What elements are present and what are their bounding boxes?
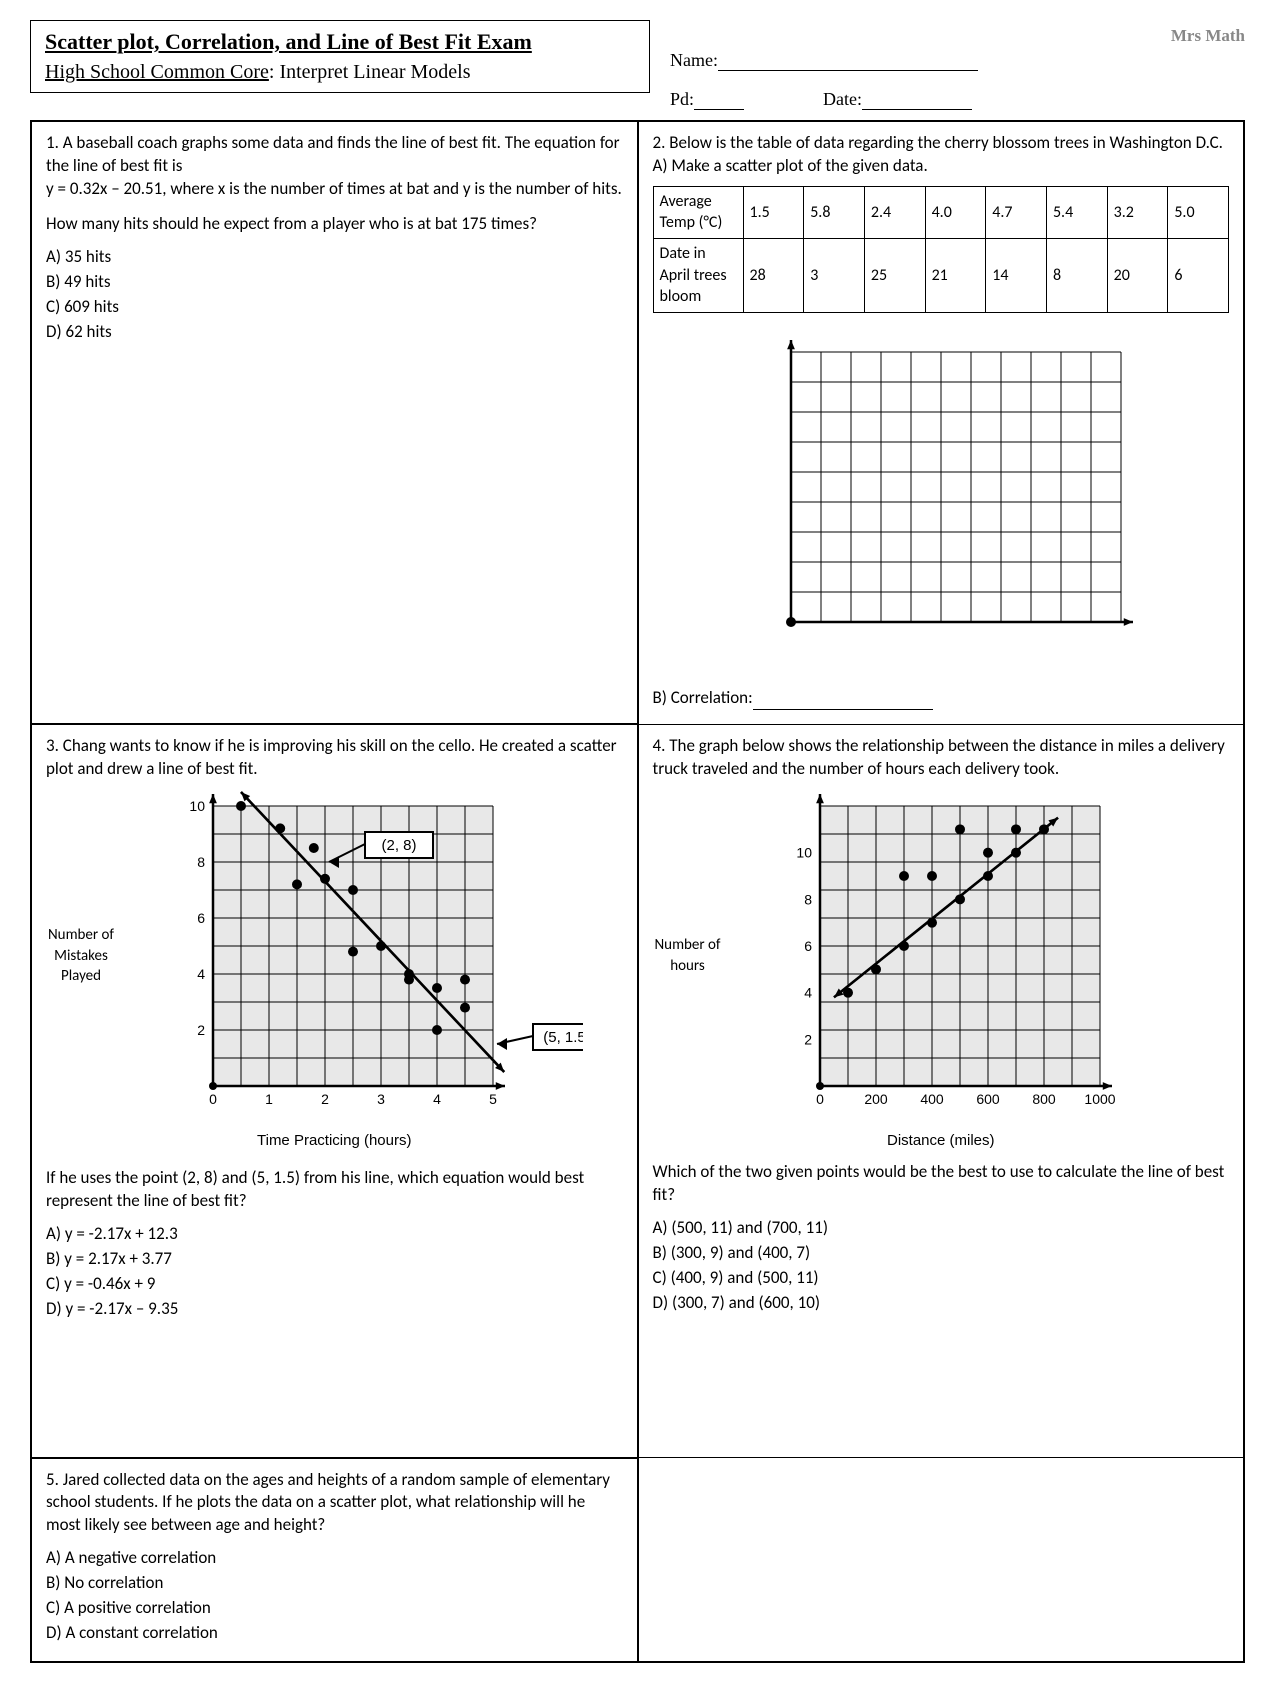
svg-text:(5, 1.5): (5, 1.5) — [543, 1029, 583, 1046]
q2-partb-label: B) Correlation: — [653, 687, 753, 708]
q3-text: 3. Chang wants to know if he is improvin… — [46, 735, 623, 781]
q2-blank-grid[interactable] — [771, 337, 1171, 647]
q1-text1: 1. A baseball coach graphs some data and… — [46, 132, 623, 178]
date-label: Date: — [823, 89, 862, 109]
q3-opt-d[interactable]: D) y = -2.17x – 9.35 — [46, 1298, 623, 1321]
q1-options: A) 35 hits B) 49 hits C) 609 hits D) 62 … — [46, 246, 623, 344]
q2-correlation-blank[interactable] — [753, 696, 933, 710]
q4-ylabel: Number of hours — [653, 935, 723, 976]
header: Scatter plot, Correlation, and Line of B… — [30, 20, 1245, 110]
q4-chart: Number of hours 2 4 6 8 10 0 200 400 600 800 1000 — [653, 791, 1230, 1121]
q1-opt-c[interactable]: C) 609 hits — [46, 296, 623, 319]
q3-chart: Number of Mistakes Played 2 4 6 8 10 0 1 2 3 4 5 (2… — [46, 791, 623, 1121]
date-blank[interactable] — [862, 96, 972, 110]
name-label: Name: — [670, 50, 718, 70]
q4-opt-b[interactable]: B) (300, 9) and (400, 7) — [653, 1242, 1230, 1265]
svg-text:8: 8 — [197, 854, 205, 870]
q3-ylabel: Number of Mistakes Played — [46, 925, 116, 986]
svg-text:2: 2 — [804, 1031, 812, 1047]
q4-text: 4. The graph below shows the relationshi… — [653, 735, 1230, 781]
svg-text:5: 5 — [489, 1091, 497, 1107]
question-3: 3. Chang wants to know if he is improvin… — [31, 724, 638, 1458]
q4-options: A) (500, 11) and (700, 11) B) (300, 9) a… — [653, 1217, 1230, 1315]
exam-title: Scatter plot, Correlation, and Line of B… — [45, 29, 635, 55]
empty-cell — [638, 1458, 1245, 1663]
pd-label: Pd: — [670, 89, 694, 109]
q3-opt-c[interactable]: C) y = -0.46x + 9 — [46, 1273, 623, 1296]
q1-text3: How many hits should he expect from a pl… — [46, 213, 623, 236]
question-1: 1. A baseball coach graphs some data and… — [31, 121, 638, 724]
q4-xlabel: Distance (miles) — [653, 1131, 1230, 1151]
q4-opt-c[interactable]: C) (400, 9) and (500, 11) — [653, 1267, 1230, 1290]
q4-text-after: Which of the two given points would be t… — [653, 1161, 1230, 1207]
q3-scatter-plot: 2 4 6 8 10 0 1 2 3 4 5 (2, 8) (5, 1.5) — [163, 791, 583, 1121]
q5-text: 5. Jared collected data on the ages and … — [46, 1469, 623, 1538]
svg-text:8: 8 — [804, 891, 812, 907]
svg-text:2: 2 — [321, 1091, 329, 1107]
name-line: Name: — [670, 50, 1245, 71]
q1-opt-d[interactable]: D) 62 hits — [46, 321, 623, 344]
brand-label: Mrs Math — [670, 26, 1245, 46]
worksheet-grid: 1. A baseball coach graphs some data and… — [30, 120, 1245, 1663]
question-5: 5. Jared collected data on the ages and … — [31, 1458, 638, 1663]
q2-text: 2. Below is the table of data regarding … — [653, 132, 1230, 178]
table-row: Date in April trees bloom 283 2521 148 2… — [653, 239, 1229, 313]
q1-opt-a[interactable]: A) 35 hits — [46, 246, 623, 269]
q2-data-table: Average Temp (°C) 1.55.8 2.44.0 4.75.4 3… — [653, 186, 1230, 313]
title-box: Scatter plot, Correlation, and Line of B… — [30, 20, 650, 93]
subtitle-underlined: High School Common Core — [45, 61, 269, 83]
svg-text:4: 4 — [433, 1091, 441, 1107]
name-block: Mrs Math Name: Pd: Date: — [670, 20, 1245, 110]
svg-text:4: 4 — [197, 966, 205, 982]
svg-text:6: 6 — [197, 910, 205, 926]
svg-text:600: 600 — [976, 1091, 1000, 1107]
table-row: Average Temp (°C) 1.55.8 2.44.0 4.75.4 3… — [653, 186, 1229, 238]
svg-text:0: 0 — [816, 1091, 824, 1107]
svg-text:1000: 1000 — [1084, 1091, 1115, 1107]
q3-opt-a[interactable]: A) y = -2.17x + 12.3 — [46, 1223, 623, 1246]
q2-partb: B) Correlation: — [653, 687, 1230, 710]
svg-text:200: 200 — [864, 1091, 888, 1107]
pd-date-line: Pd: Date: — [670, 89, 1245, 110]
q5-opt-c[interactable]: C) A positive correlation — [46, 1597, 623, 1620]
q5-opt-b[interactable]: B) No correlation — [46, 1572, 623, 1595]
q4-opt-a[interactable]: A) (500, 11) and (700, 11) — [653, 1217, 1230, 1240]
q5-options: A) A negative correlation B) No correlat… — [46, 1547, 623, 1645]
q5-opt-d[interactable]: D) A constant correlation — [46, 1622, 623, 1645]
q3-opt-b[interactable]: B) y = 2.17x + 3.77 — [46, 1248, 623, 1271]
exam-subtitle: High School Common Core: Interpret Linea… — [45, 61, 635, 84]
svg-text:800: 800 — [1032, 1091, 1056, 1107]
q1-opt-b[interactable]: B) 49 hits — [46, 271, 623, 294]
svg-text:3: 3 — [377, 1091, 385, 1107]
q2-blank-grid-wrap — [713, 337, 1230, 647]
name-blank[interactable] — [718, 57, 978, 71]
q2-row1-label: Average Temp (°C) — [653, 186, 743, 238]
subtitle-rest: : Interpret Linear Models — [269, 61, 471, 83]
question-4: 4. The graph below shows the relationshi… — [638, 724, 1245, 1458]
svg-text:400: 400 — [920, 1091, 944, 1107]
q3-text-after: If he uses the point (2, 8) and (5, 1.5)… — [46, 1167, 623, 1213]
q4-opt-d[interactable]: D) (300, 7) and (600, 10) — [653, 1292, 1230, 1315]
svg-text:10: 10 — [796, 844, 812, 860]
svg-text:0: 0 — [209, 1091, 217, 1107]
q1-text2: y = 0.32x – 20.51, where x is the number… — [46, 178, 623, 201]
pd-blank[interactable] — [694, 96, 744, 110]
question-2: 2. Below is the table of data regarding … — [638, 121, 1245, 724]
svg-text:1: 1 — [265, 1091, 273, 1107]
q2-row2-label: Date in April trees bloom — [653, 239, 743, 313]
q5-opt-a[interactable]: A) A negative correlation — [46, 1547, 623, 1570]
svg-text:(2, 8): (2, 8) — [382, 837, 417, 854]
svg-text:2: 2 — [197, 1022, 205, 1038]
svg-text:4: 4 — [804, 984, 812, 1000]
svg-text:6: 6 — [804, 938, 812, 954]
q4-scatter-plot: 2 4 6 8 10 0 200 400 600 800 1000 — [770, 791, 1190, 1121]
svg-text:10: 10 — [190, 798, 206, 814]
q3-xlabel: Time Practicing (hours) — [46, 1131, 623, 1151]
q3-options: A) y = -2.17x + 12.3 B) y = 2.17x + 3.77… — [46, 1223, 623, 1321]
